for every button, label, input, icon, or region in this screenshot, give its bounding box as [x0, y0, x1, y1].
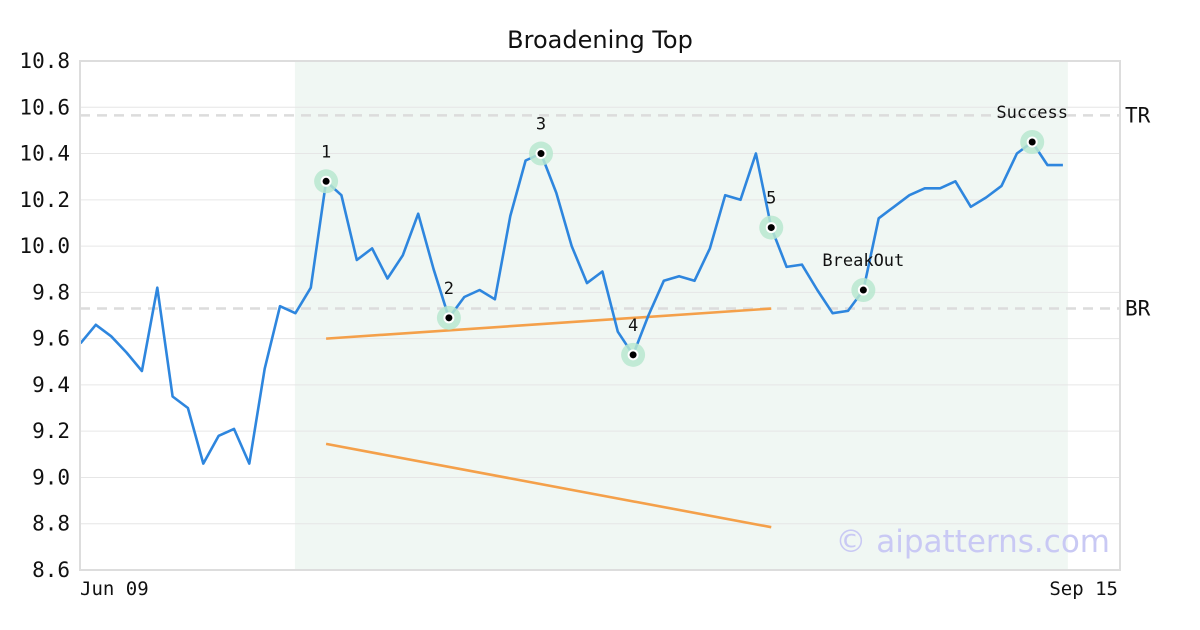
- point-marker: [322, 177, 330, 185]
- x-axis: Jun 09 Sep 15: [80, 578, 1118, 600]
- point-marker: [629, 351, 637, 359]
- y-tick-label: 9.2: [32, 419, 70, 443]
- y-tick-label: 9.6: [32, 327, 70, 351]
- point-marker: [445, 314, 453, 322]
- x-tick-label: Sep 15: [1049, 578, 1118, 600]
- point-label: 5: [766, 189, 776, 209]
- y-tick-label: 10.4: [19, 142, 70, 166]
- plot-frame: [79, 60, 1121, 571]
- y-axis: 10.8 10.6 10.4 10.2 10.0 9.8 9.6 9.4 9.2 9.0 8.8 8.…: [19, 49, 70, 582]
- point-marker: [1028, 138, 1036, 146]
- point-marker: [537, 150, 545, 158]
- point-marker: [767, 224, 775, 232]
- trendline: [326, 307, 772, 340]
- point-label: 3: [536, 115, 546, 135]
- x-tick-label: Jun 09: [80, 578, 149, 600]
- y-tick-label: 8.6: [32, 558, 70, 582]
- trendlines: [325, 307, 772, 529]
- trendline: [325, 442, 772, 529]
- point-marker: [859, 286, 867, 294]
- y-tick-label: 9.0: [32, 465, 70, 489]
- point-label: Success: [996, 103, 1068, 123]
- y-tick-label: 8.8: [32, 512, 70, 536]
- pattern-points: 1 2 3 4 5 BreakOut Success: [314, 103, 1068, 367]
- point-label: 4: [628, 316, 638, 336]
- chart-title: Broadening Top: [507, 26, 693, 54]
- level-label: BR: [1125, 297, 1151, 321]
- point-label: BreakOut: [822, 251, 904, 271]
- y-tick-label: 10.0: [19, 234, 70, 258]
- y-tick-label: 9.8: [32, 280, 70, 304]
- point-label: 2: [444, 279, 454, 299]
- y-tick-label: 9.4: [32, 373, 70, 397]
- level-lines: TR BR: [80, 103, 1151, 321]
- price-series-line: [79, 140, 1063, 465]
- watermark: © aipatterns.com: [835, 524, 1110, 560]
- y-tick-label: 10.8: [19, 49, 70, 73]
- level-label: TR: [1125, 103, 1151, 127]
- y-tick-label: 10.6: [19, 95, 70, 119]
- point-label: 1: [321, 142, 331, 162]
- y-tick-label: 10.2: [19, 188, 70, 212]
